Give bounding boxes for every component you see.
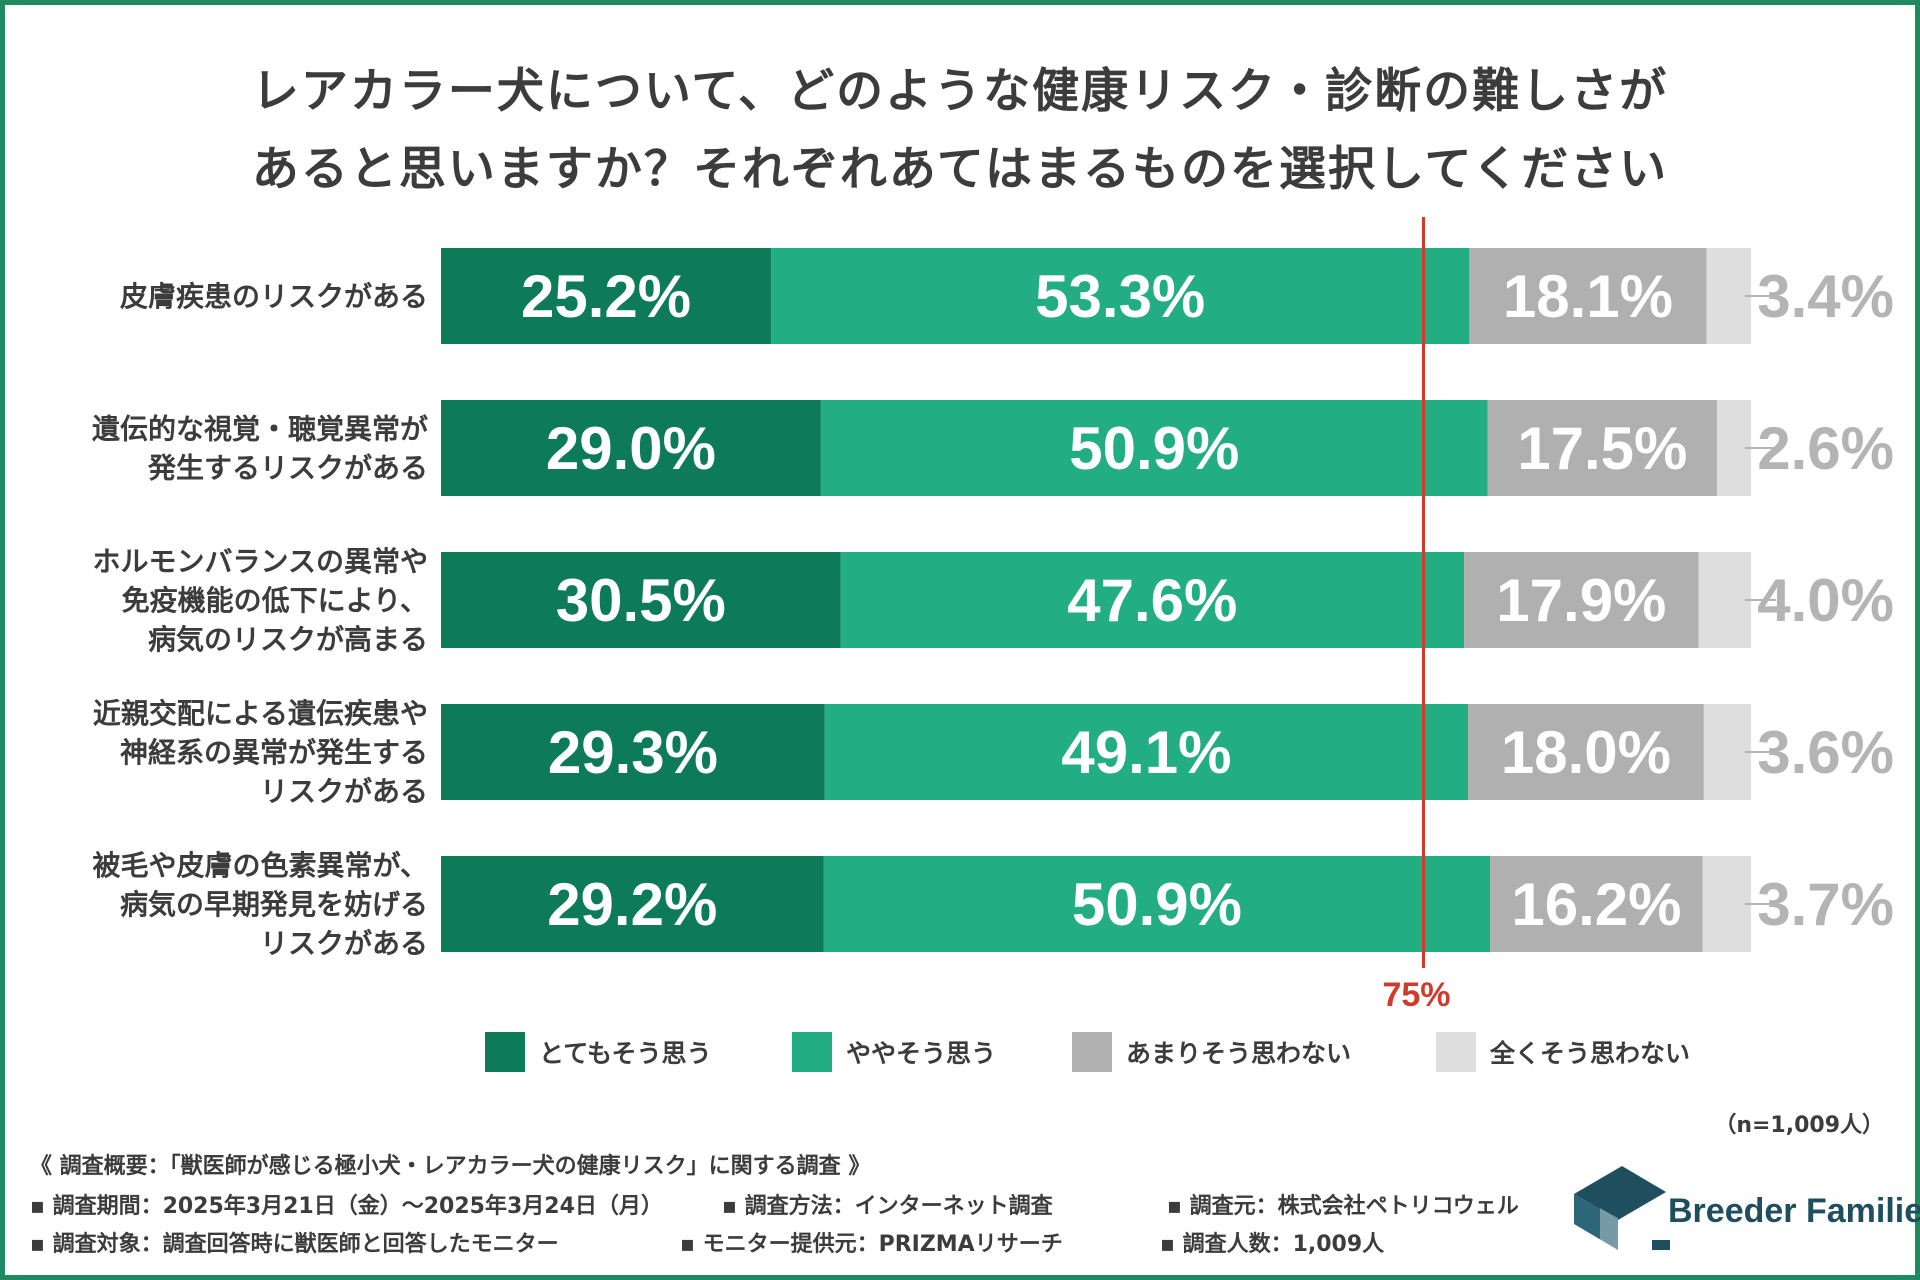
chart-title-line-2: あると思いますか？それぞれあてはまるものを選択してください <box>251 142 1669 197</box>
legend-item: とてもそう思う <box>485 1030 712 1074</box>
data-label: 18.1% <box>1503 263 1673 330</box>
bar-segment <box>1487 400 1717 496</box>
bar-segment <box>1698 552 1751 648</box>
survey-count: ▪ 調査人数：1,009人 <box>1160 1232 1385 1257</box>
data-label: 25.2% <box>521 263 691 330</box>
chart-title-line-1: レアカラー犬について、どのような健康リスク・診断の難しさが <box>251 64 1669 119</box>
data-label: 29.0% <box>546 415 716 482</box>
category-label: 遺伝的な視覚・聴覚異常が <box>92 413 428 446</box>
data-label: 4.0% <box>1757 567 1894 634</box>
legend-item: ややそう思う <box>792 1030 996 1074</box>
legend-item: あまりそう思わない <box>1072 1030 1351 1074</box>
category-label: ホルモンバランスの異常や <box>93 545 428 578</box>
data-label: 53.3% <box>1035 263 1205 330</box>
data-label: 17.9% <box>1496 567 1666 634</box>
bar-segment <box>441 552 841 648</box>
bar-segment <box>820 400 1488 496</box>
breeder-families-logo: Breeder Families <box>1570 1158 1920 1258</box>
category-label: 神経系の異常が発生する <box>120 736 428 769</box>
bar-segment <box>1706 248 1751 344</box>
legend-label: ややそう思う <box>846 1039 997 1068</box>
data-label: 3.6% <box>1757 719 1894 786</box>
survey-target: ▪ 調査対象：調査回答時に獣医師と回答したモニター <box>30 1232 559 1257</box>
data-label: 2.6% <box>1757 415 1894 482</box>
data-label: 16.2% <box>1511 871 1681 938</box>
logo-house-icon <box>1574 1166 1672 1250</box>
data-label: 50.9% <box>1069 415 1239 482</box>
bar-segment <box>840 552 1465 648</box>
legend-label: とてもそう思う <box>539 1039 712 1068</box>
survey-method: ▪ 調査方法：インターネット調査 <box>722 1194 1053 1219</box>
survey-overview: 《 調査概要：「獣医師が感じる極小犬・レアカラー犬の健康リスク」に関する調査 》 <box>30 1154 871 1179</box>
bar-segment <box>441 856 824 952</box>
reference-line-label: 75% <box>1382 976 1450 1014</box>
data-label: 29.3% <box>548 719 718 786</box>
category-label: 病気の早期発見を妨げる <box>120 888 428 921</box>
bar-segment <box>771 248 1470 344</box>
data-label: 18.0% <box>1501 719 1671 786</box>
legend-swatch <box>485 1032 525 1072</box>
data-label: 49.1% <box>1061 719 1231 786</box>
data-label: 47.6% <box>1067 567 1237 634</box>
survey-provider: ▪ モニター提供元：PRIZMAリサーチ <box>680 1232 1063 1257</box>
category-label: 免疫機能の低下により、 <box>122 584 428 617</box>
category-label: リスクがある <box>260 927 428 960</box>
bar-segment <box>1464 552 1699 648</box>
category-label: 病気のリスクが高まる <box>148 623 428 656</box>
bar-segment <box>1468 704 1704 800</box>
bar-segment <box>441 400 821 496</box>
data-label: 29.2% <box>547 871 717 938</box>
category-label: 被毛や皮膚の色素異常が、 <box>93 849 428 882</box>
legend-swatch <box>1072 1032 1112 1072</box>
survey-source: ▪ 調査元：株式会社ペトリコウェル <box>1167 1194 1519 1219</box>
bar-segment <box>1702 856 1751 952</box>
legend-swatch <box>792 1032 832 1072</box>
bar-segment <box>823 856 1491 952</box>
bar-segment <box>441 248 772 344</box>
category-label: 発生するリスクがある <box>147 452 428 485</box>
bar-segment <box>824 704 1469 800</box>
data-label: 3.7% <box>1757 871 1894 938</box>
bar-segment <box>441 704 825 800</box>
bar-segment <box>1703 704 1751 800</box>
sample-size-note: （n=1,009人） <box>1714 1113 1884 1138</box>
bar-segment <box>1490 856 1703 952</box>
bar-segment <box>1469 248 1707 344</box>
survey-period: ▪ 調査期間：2025年3月21日（金）～2025年3月24日（月） <box>30 1194 663 1219</box>
category-label: 皮膚疾患のリスクがある <box>120 280 428 313</box>
data-label: 30.5% <box>556 567 726 634</box>
category-label: リスクがある <box>260 775 428 808</box>
legend-label: 全くそう思わない <box>1490 1039 1691 1068</box>
legend-label: あまりそう思わない <box>1126 1039 1352 1068</box>
data-label: 3.4% <box>1757 263 1894 330</box>
data-label: 17.5% <box>1517 415 1687 482</box>
category-label: 近親交配による遺伝疾患や <box>93 697 428 730</box>
logo-text: Breeder Families <box>1668 1192 1920 1230</box>
legend-item: 全くそう思わない <box>1436 1030 1690 1074</box>
legend-swatch <box>1436 1032 1476 1072</box>
data-label: 50.9% <box>1072 871 1242 938</box>
